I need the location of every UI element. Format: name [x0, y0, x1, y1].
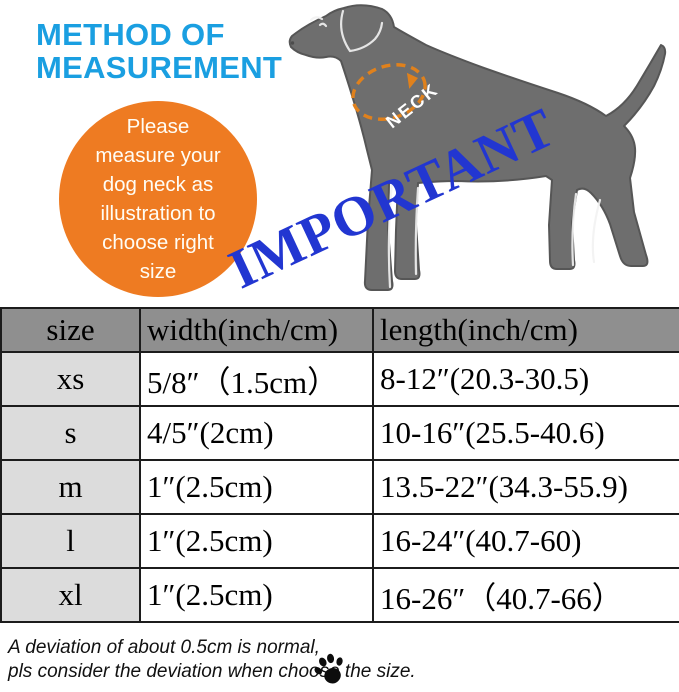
- cell-size: xs: [0, 351, 141, 407]
- instruction-line: measure your: [95, 144, 221, 167]
- deviation-note-line-2: pls consider the deviation when choose t…: [8, 660, 416, 682]
- dog-nostril: [290, 41, 295, 45]
- instruction-line: illustration to: [100, 202, 216, 225]
- deviation-note-line-1: A deviation of about 0.5cm is normal,: [8, 637, 320, 658]
- cell-width: 1″(2.5cm): [139, 567, 374, 623]
- page-title-line-1: METHOD OF: [36, 17, 225, 52]
- cell-size: m: [0, 459, 141, 515]
- instruction-line: size: [139, 260, 177, 283]
- table-row-s: s 4/5″(2cm) 10-16″(25.5-40.6): [0, 405, 679, 461]
- cell-size: s: [0, 405, 141, 461]
- page-title-line-2: MEASUREMENT: [36, 50, 283, 85]
- cell-width: 1″(2.5cm): [139, 459, 374, 515]
- cell-size: l: [0, 513, 141, 569]
- instruction-circle: Please measure your dog neck as illustra…: [59, 101, 257, 297]
- dog-silhouette-illustration: NECK: [288, 4, 667, 291]
- instruction-line: dog neck as: [102, 173, 214, 196]
- column-header-size: size: [0, 307, 141, 353]
- cell-size: xl: [0, 567, 141, 623]
- cell-length: 10-16″(25.5-40.6): [372, 405, 679, 461]
- cell-length: 13.5-22″(34.3-55.9): [372, 459, 679, 515]
- dog-detail-lines: [309, 9, 602, 289]
- cell-length: 8-12″(20.3-30.5): [372, 351, 679, 407]
- cell-width: 4/5″(2cm): [139, 405, 374, 461]
- neck-measure-ellipse: [351, 63, 427, 121]
- paw-print-icon: [314, 653, 343, 684]
- measure-arrowhead: [406, 72, 418, 89]
- cell-length: 16-24″(40.7-60): [372, 513, 679, 569]
- size-table: size width(inch/cm) length(inch/cm) xs 5…: [0, 307, 679, 623]
- table-header-row: size width(inch/cm) length(inch/cm): [0, 307, 679, 353]
- column-header-width: width(inch/cm): [139, 307, 374, 353]
- table-row-l: l 1″(2.5cm) 16-24″(40.7-60): [0, 513, 679, 569]
- instruction-line: Please: [126, 115, 190, 138]
- page-title: METHOD OF MEASUREMENT: [36, 18, 282, 84]
- cell-width: 1″(2.5cm): [139, 513, 374, 569]
- table-row-xs: xs 5/8″（1.5cm） 8-12″(20.3-30.5): [0, 351, 679, 407]
- cell-width: 5/8″（1.5cm）: [139, 351, 374, 407]
- table-row-xl: xl 1″(2.5cm) 16-26″（40.7-66）: [0, 567, 679, 623]
- deviation-note: A deviation of about 0.5cm is normal, pl…: [8, 636, 416, 683]
- table-row-m: m 1″(2.5cm) 13.5-22″(34.3-55.9): [0, 459, 679, 515]
- instruction-line: choose right: [102, 231, 214, 254]
- column-header-length: length(inch/cm): [372, 307, 679, 353]
- dog-body: [288, 4, 667, 291]
- cell-length: 16-26″（40.7-66）: [372, 567, 679, 623]
